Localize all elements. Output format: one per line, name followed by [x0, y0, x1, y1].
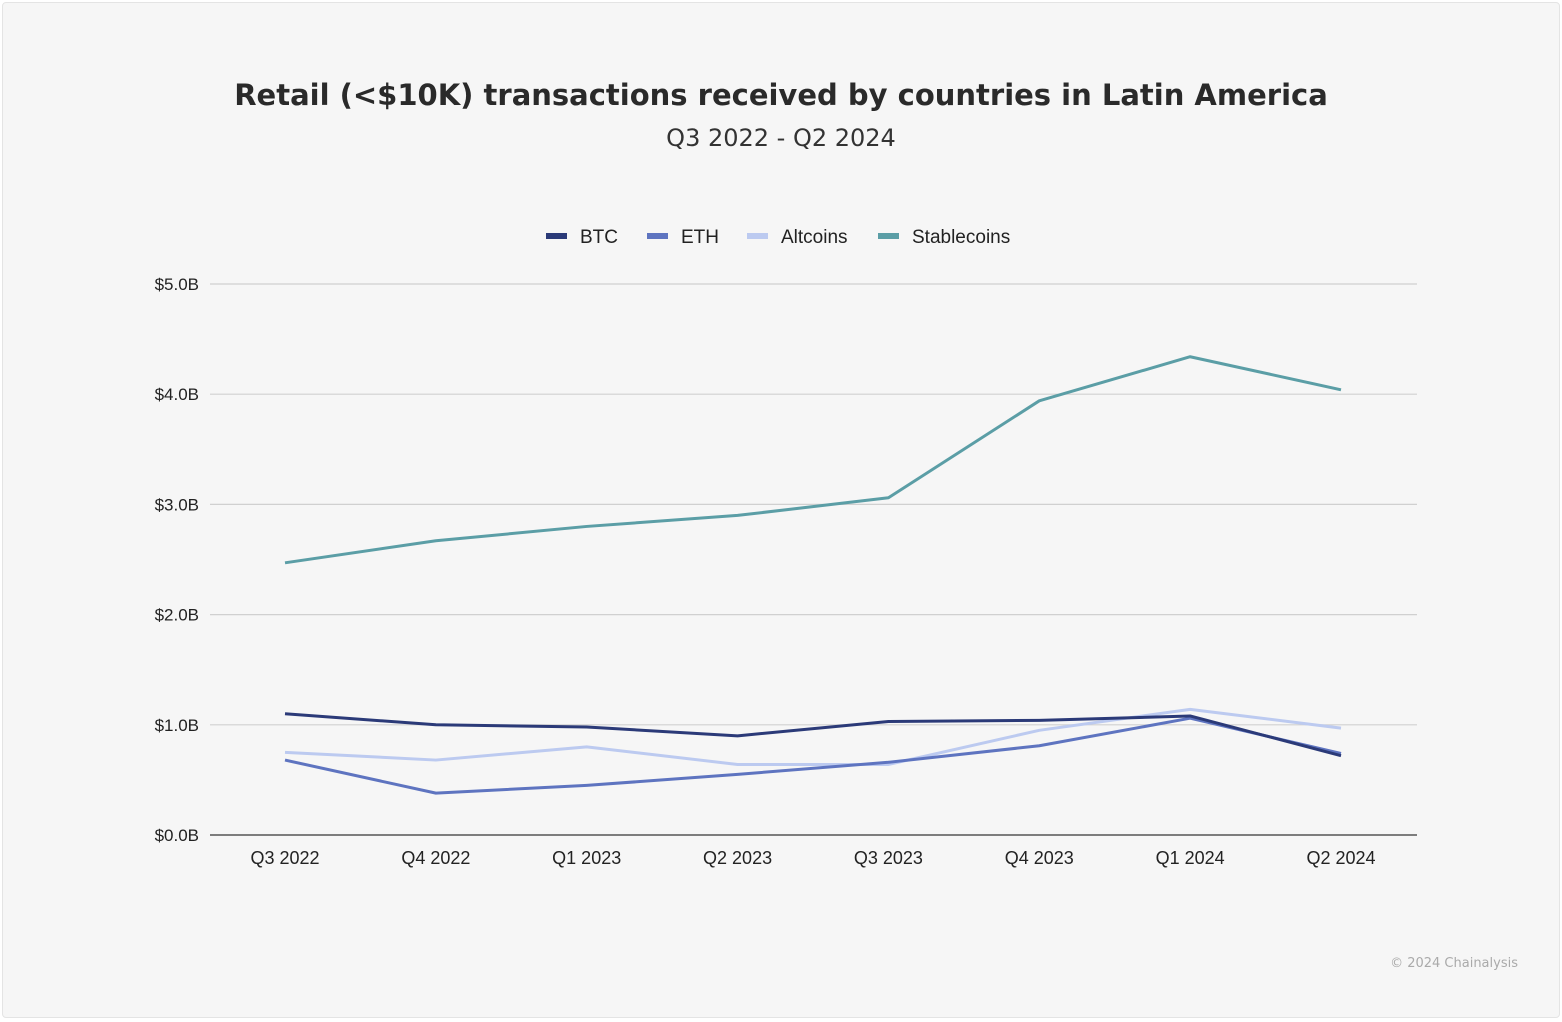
- legend-label-altcoins: Altcoins: [781, 227, 848, 248]
- series-line-eth: [284, 716, 1342, 795]
- x-tick-label: Q3 2023: [854, 848, 923, 868]
- x-tick-label: Q4 2023: [1005, 848, 1074, 868]
- x-tick-label: Q1 2024: [1156, 848, 1225, 868]
- y-tick-label: $1.0B: [155, 716, 199, 735]
- series-line-stablecoins: [284, 355, 1342, 565]
- legend-label-btc: BTC: [580, 227, 618, 248]
- y-tick-label: $5.0B: [155, 275, 199, 294]
- y-tick-label: $4.0B: [155, 385, 199, 404]
- chart-subtitle: Q3 2022 - Q2 2024: [666, 124, 896, 152]
- legend-swatch-btc: [546, 233, 567, 239]
- x-tick-label: Q1 2023: [552, 848, 621, 868]
- series-line-altcoins: [284, 707, 1342, 766]
- copyright-credit: © 2024 Chainalysis: [1390, 956, 1518, 971]
- x-tick-label: Q3 2022: [250, 848, 319, 868]
- legend-swatch-eth: [647, 233, 668, 239]
- y-tick-label: $2.0B: [155, 606, 199, 625]
- chart-title: Retail (<$10K) transactions received by …: [234, 78, 1328, 112]
- x-tick-label: Q2 2023: [703, 848, 772, 868]
- legend-label-stablecoins: Stablecoins: [912, 227, 1010, 248]
- y-tick-label: $0.0B: [155, 826, 199, 845]
- series-line-btc: [284, 712, 1342, 758]
- legend-swatch-altcoins: [747, 233, 768, 239]
- legend-swatch-stablecoins: [878, 233, 899, 239]
- legend-label-eth: ETH: [681, 227, 719, 248]
- x-tick-label: Q2 2024: [1306, 848, 1375, 868]
- y-tick-label: $3.0B: [155, 495, 199, 514]
- x-tick-label: Q4 2022: [401, 848, 470, 868]
